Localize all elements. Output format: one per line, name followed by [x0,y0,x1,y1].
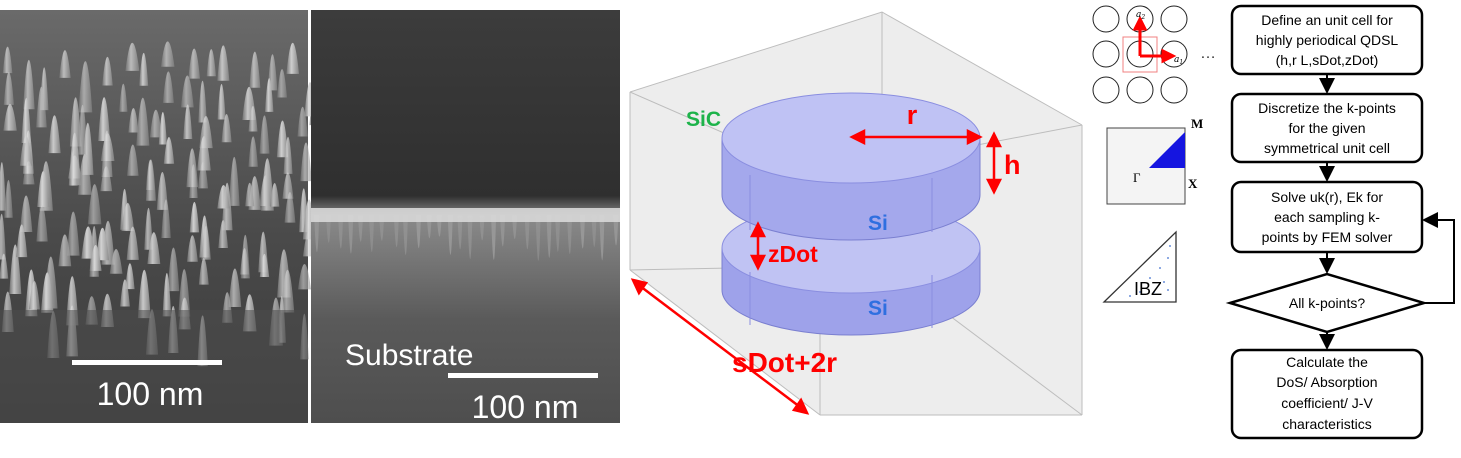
bz-point-gamma: Γ [1133,170,1141,185]
flow-step-calculate-outputs [1230,348,1424,440]
lattice-vectors [1132,15,1177,64]
unit-cell-model: SiC r h zDot Si Si sDot+2r [620,0,1090,453]
ibz-triangle [1102,230,1177,303]
sic-label: SiC [686,108,721,131]
spacing-label: zDot [768,241,818,267]
ibz-label: IBZ [1134,279,1162,299]
flow-step3-line2: each sampling k- [1274,209,1380,225]
flow-step5-line3: coefficient/ J-V [1281,395,1373,411]
ibz-sample-points [1129,245,1171,297]
cell-width-label: sDot+2r [732,347,837,378]
irreducible-wedge [1149,132,1185,168]
height-label: h [1004,150,1021,180]
flow-step1-line1: Define an unit cell for [1261,12,1393,28]
sem-right-nanopillars [311,208,620,261]
flow-decision-label: All k-points? [1289,295,1365,311]
flow-step5-line1: Calculate the [1286,354,1368,370]
flow-step3-line3: points by FEM solver [1262,229,1393,245]
lattice-panel: a2 a1 … M Γ X IBZ [1090,0,1220,453]
sem-panel: 100 nm Substrate 100 nm [0,10,620,425]
flowchart-panel: Define an unit cell for highly periodica… [1220,0,1461,453]
radius-label: r [907,100,918,130]
lattice-circles [1092,5,1188,104]
flow-loop-arrow [1422,212,1455,304]
vector-a1-label: a1 [1174,55,1183,66]
bz-point-m: M [1191,116,1203,131]
sem-right-scale-label: 100 nm [472,389,579,423]
unit-cell-drawing: SiC r h zDot Si Si sDot+2r [629,11,1083,416]
sem-right-scale-bar [448,373,598,378]
sem-substrate-label: Substrate [345,339,473,372]
flow-step1-line2: highly periodical QDSL [1256,32,1399,48]
flow-step1-line3: (h,r L,sDot,zDot) [1276,52,1379,68]
upper-si-label: Si [868,212,888,235]
lattice-ellipsis: … [1200,45,1216,62]
sem-images: 100 nm Substrate 100 nm [0,10,620,425]
sem-left-scale-label: 100 nm [97,376,204,412]
flow-step2-line1: Discretize the k-points [1258,100,1396,116]
sem-left-scale-bar [72,360,222,365]
bz-point-x: X [1188,176,1198,191]
flow-step5-line2: DoS/ Absorption [1276,374,1377,390]
lower-si-label: Si [868,297,888,320]
flowchart: Define an unit cell for highly periodica… [1225,4,1455,440]
flow-step3-line1: Solve uk(r), Ek for [1271,189,1383,205]
lattice-drawing: a2 a1 … M Γ X IBZ [1092,5,1216,303]
flow-step5-line4: characteristics [1282,416,1371,432]
flow-step2-line2: for the given [1288,120,1365,136]
flow-step2-line3: symmetrical unit cell [1264,140,1390,156]
vector-a2-label: a2 [1136,10,1145,21]
